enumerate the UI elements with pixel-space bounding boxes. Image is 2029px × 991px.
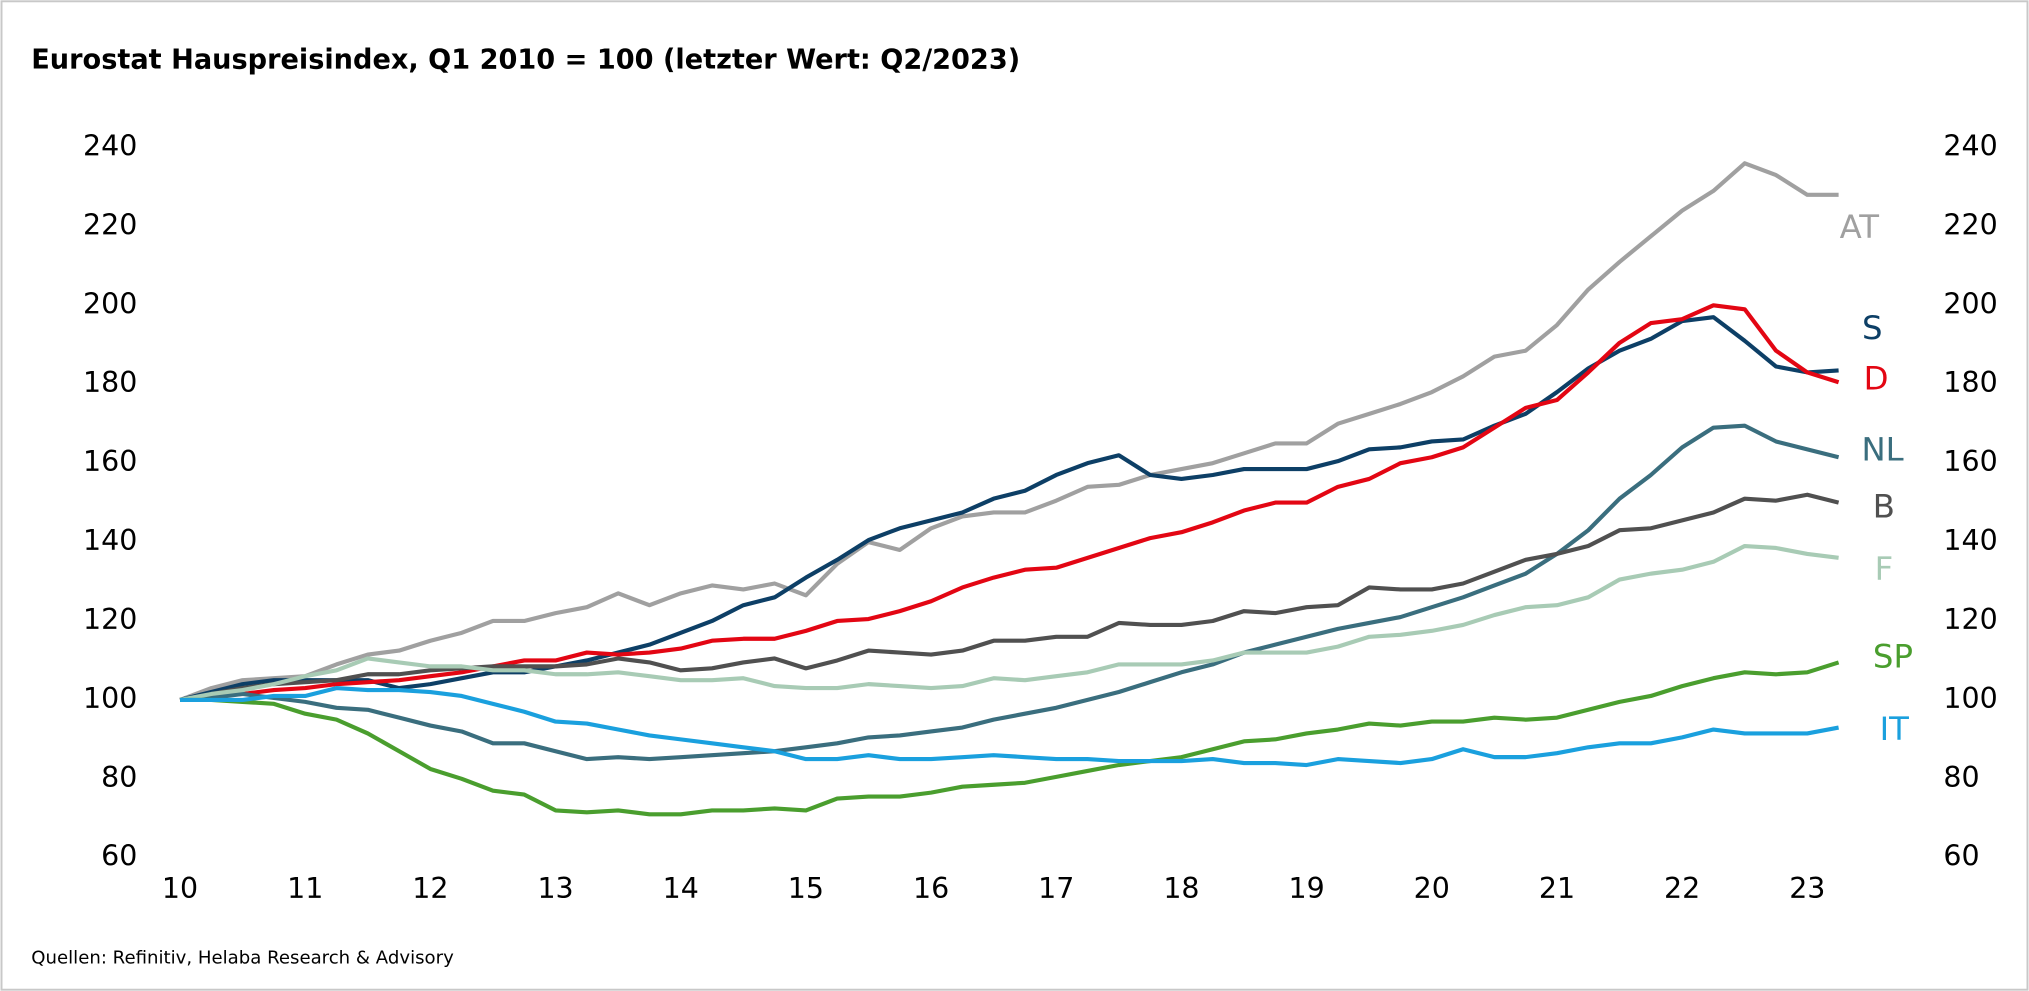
y2-tick-label: 100 xyxy=(1943,682,1997,715)
y-tick-label: 220 xyxy=(83,208,137,241)
x-tick-label: 14 xyxy=(663,872,699,905)
y-tick-label: 240 xyxy=(83,129,137,162)
series-label: SP xyxy=(1873,638,1913,676)
series-label: S xyxy=(1862,309,1883,347)
chart-title: Eurostat Hauspreisindex, Q1 2010 = 100 (… xyxy=(31,44,1020,75)
x-tick-label: 23 xyxy=(1789,872,1825,905)
y-tick-label: 200 xyxy=(83,287,137,320)
series-label: B xyxy=(1873,487,1895,525)
series-line xyxy=(179,315,1839,702)
x-tick-label: 19 xyxy=(1289,872,1325,905)
series-label: AT xyxy=(1840,208,1880,246)
series-label: NL xyxy=(1861,431,1903,469)
source-note: Quellen: Refinitiv, Helaba Research & Ad… xyxy=(31,948,454,969)
y-tick-label: 180 xyxy=(83,366,137,399)
x-tick-label: 10 xyxy=(162,872,198,905)
x-tick-label: 18 xyxy=(1163,872,1199,905)
y2-tick-label: 140 xyxy=(1943,524,1997,557)
y2-tick-label: 120 xyxy=(1943,603,1997,636)
series-line xyxy=(179,303,1840,702)
series-line xyxy=(180,686,1839,768)
y2-tick-label: 160 xyxy=(1943,445,1997,478)
y-tick-label: 120 xyxy=(83,603,137,636)
x-tick-label: 13 xyxy=(537,872,573,905)
x-tick-label: 17 xyxy=(1038,872,1074,905)
series-line xyxy=(179,543,1839,702)
y-tick-label: 80 xyxy=(101,761,137,794)
y2-tick-label: 200 xyxy=(1943,287,1997,320)
series-label: D xyxy=(1864,359,1889,397)
y2-tick-label: 240 xyxy=(1943,129,1997,162)
y2-tick-label: 80 xyxy=(1943,761,1979,794)
series-line xyxy=(180,660,1840,817)
y2-tick-label: 60 xyxy=(1943,840,1979,873)
y-tick-label: 160 xyxy=(83,445,137,478)
y-tick-label: 60 xyxy=(101,840,137,873)
y2-tick-label: 220 xyxy=(1943,208,1997,241)
series-line xyxy=(179,423,1840,762)
x-tick-label: 22 xyxy=(1664,872,1700,905)
x-tick-label: 15 xyxy=(788,872,824,905)
series-label: IT xyxy=(1880,710,1910,748)
x-tick-label: 12 xyxy=(412,872,448,905)
series-line xyxy=(179,161,1839,702)
y-tick-label: 140 xyxy=(83,524,137,557)
series-line xyxy=(179,492,1840,702)
y-tick-label: 100 xyxy=(83,682,137,715)
x-tick-label: 21 xyxy=(1539,872,1575,905)
y2-tick-label: 180 xyxy=(1943,366,1997,399)
series-label: F xyxy=(1875,550,1894,588)
x-tick-label: 16 xyxy=(913,872,949,905)
x-tick-label: 11 xyxy=(287,872,323,905)
x-tick-label: 20 xyxy=(1414,872,1450,905)
